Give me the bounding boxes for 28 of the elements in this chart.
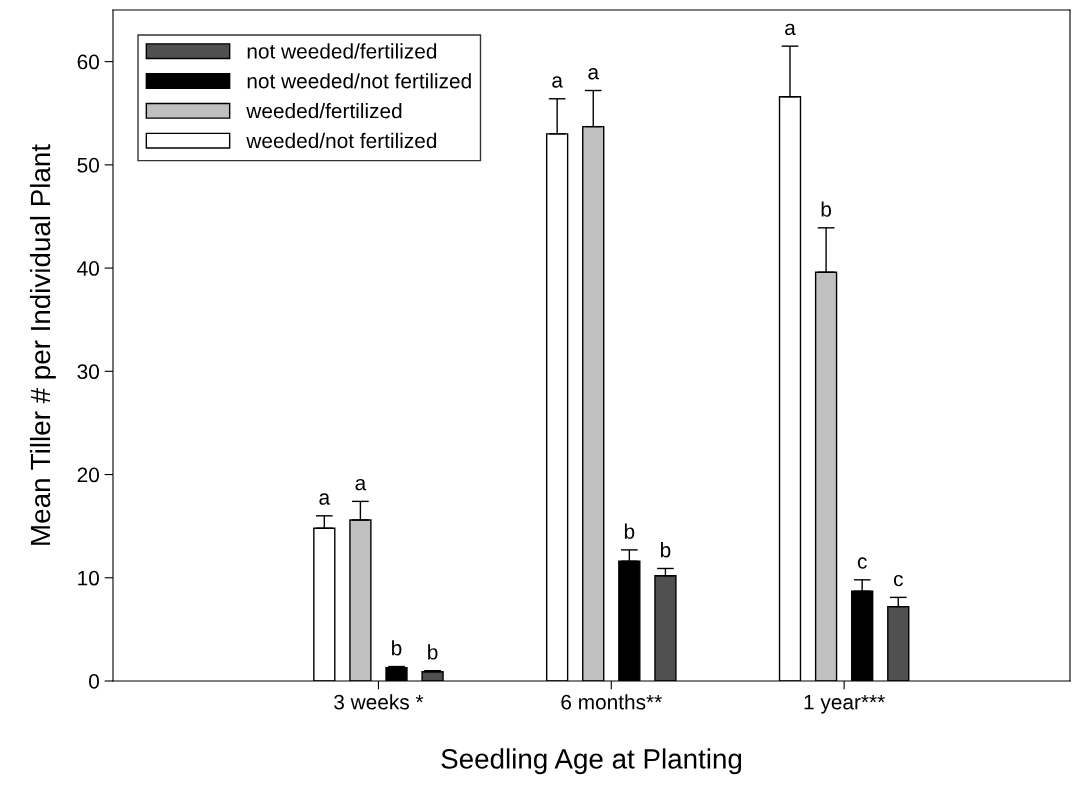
legend-label: not weeded/fertilized: [247, 43, 437, 59]
y-tick-label: 60: [77, 54, 99, 70]
data-label: b: [428, 644, 438, 660]
x-tick-label: 1 year***: [804, 694, 885, 714]
data-label: a: [785, 23, 796, 36]
legend-label: weeded/fertilized: [246, 103, 402, 119]
data-label: c: [893, 574, 903, 587]
y-tick-label: 20: [77, 467, 99, 483]
data-label: b: [660, 542, 671, 558]
data-label: b: [821, 201, 832, 217]
y-tick-label: 40: [77, 261, 99, 276]
y-tick-label: 50: [77, 157, 99, 173]
y-tick-label: 30: [77, 364, 99, 380]
legend-label: not weeded/not fertilized: [247, 73, 471, 89]
legend-label: weeded/not fertilized: [246, 132, 437, 149]
x-tick-label: 6 months**: [561, 694, 662, 710]
data-label: a: [552, 76, 563, 88]
data-label: a: [355, 478, 367, 491]
x-tick-label: 3 weeks *: [334, 694, 424, 710]
data-label: b: [624, 523, 635, 539]
y-axis-title: Mean Tiller # per Individual Plant: [29, 144, 56, 545]
data-label: b: [392, 640, 402, 656]
data-label: a: [319, 493, 331, 505]
data-label: c: [857, 557, 867, 569]
y-tick-label: 10: [78, 570, 99, 586]
x-axis-title: Seedling Age at Planting: [441, 748, 742, 775]
data-label: a: [588, 68, 600, 80]
y-tick-label: 0: [89, 674, 99, 689]
